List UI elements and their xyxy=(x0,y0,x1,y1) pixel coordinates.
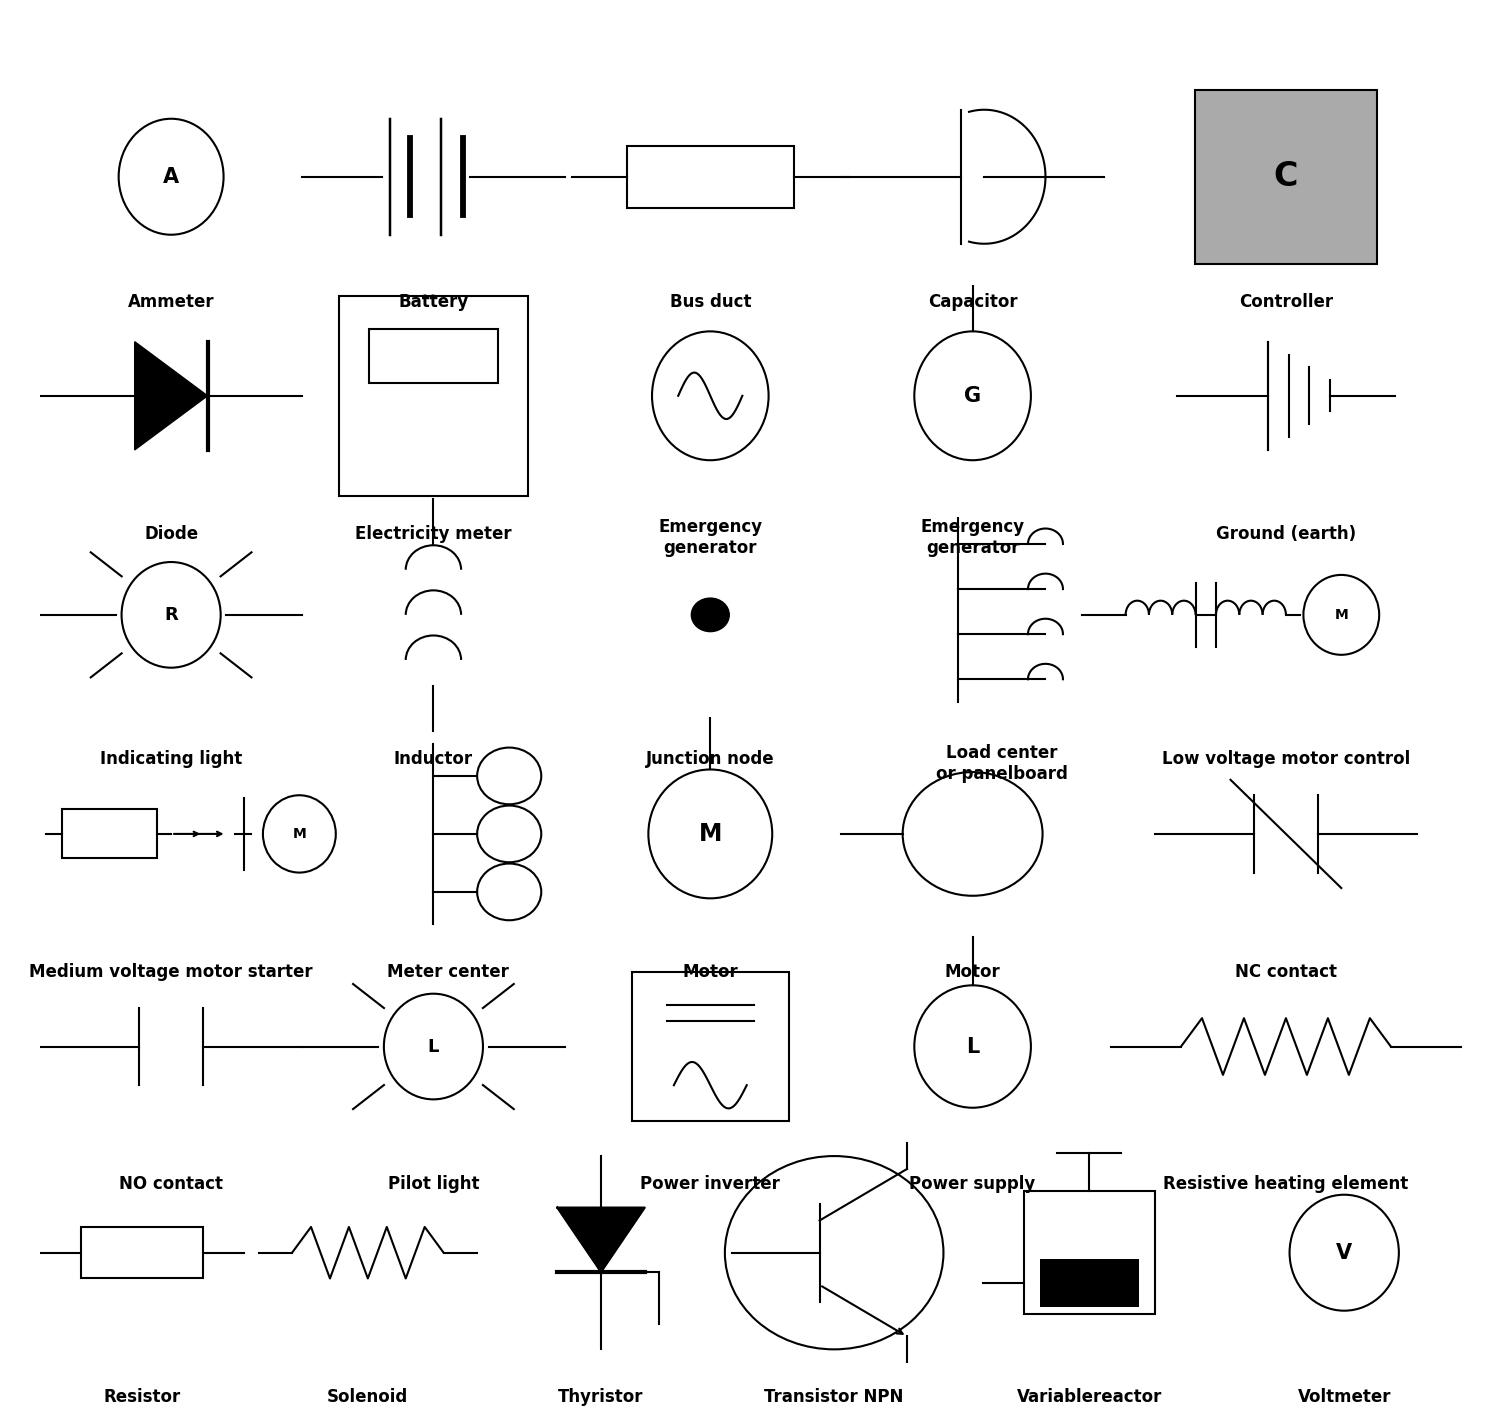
Text: Emergency
generator: Emergency generator xyxy=(921,518,1024,556)
Text: Power supply: Power supply xyxy=(909,1175,1035,1194)
Text: Motor: Motor xyxy=(945,963,1000,980)
Circle shape xyxy=(692,598,729,632)
Text: Junction node: Junction node xyxy=(646,750,774,768)
Bar xyxy=(1196,90,1377,263)
Text: G: G xyxy=(964,386,981,406)
Text: M: M xyxy=(699,822,721,845)
Text: Load center
or panelboard: Load center or panelboard xyxy=(936,744,1068,783)
Text: Transistor NPN: Transistor NPN xyxy=(765,1387,904,1406)
Text: Emergency
generator: Emergency generator xyxy=(658,518,762,556)
Bar xyxy=(62,810,156,858)
Text: Inductor: Inductor xyxy=(394,750,472,768)
Text: Medium voltage motor starter: Medium voltage motor starter xyxy=(30,963,314,980)
Text: M: M xyxy=(292,827,306,841)
Text: Electricity meter: Electricity meter xyxy=(356,525,512,542)
Text: A: A xyxy=(164,166,178,186)
Text: Battery: Battery xyxy=(399,293,468,310)
Bar xyxy=(369,329,498,383)
Text: Resistive heating element: Resistive heating element xyxy=(1164,1175,1408,1194)
Text: Low voltage motor control: Low voltage motor control xyxy=(1162,750,1410,768)
Text: Diode: Diode xyxy=(144,525,198,542)
Text: Power inverter: Power inverter xyxy=(640,1175,780,1194)
Bar xyxy=(1023,1191,1155,1313)
Polygon shape xyxy=(135,342,207,450)
Text: NC contact: NC contact xyxy=(1234,963,1336,980)
Text: Controller: Controller xyxy=(1239,293,1334,310)
Text: Ammeter: Ammeter xyxy=(128,293,214,310)
Text: Indicating light: Indicating light xyxy=(100,750,242,768)
Bar xyxy=(339,296,528,495)
Text: M: M xyxy=(1335,608,1348,622)
Text: Pilot light: Pilot light xyxy=(387,1175,478,1194)
Bar xyxy=(1040,1258,1138,1308)
Text: R: R xyxy=(164,606,178,623)
Text: Solenoid: Solenoid xyxy=(327,1387,408,1406)
Polygon shape xyxy=(558,1208,645,1272)
Text: C: C xyxy=(1274,161,1298,194)
Text: Variablereactor: Variablereactor xyxy=(1017,1387,1162,1406)
Text: Resistor: Resistor xyxy=(104,1387,180,1406)
Text: L: L xyxy=(427,1037,439,1056)
Text: Ground (earth): Ground (earth) xyxy=(1216,525,1356,542)
Text: L: L xyxy=(966,1036,980,1056)
Text: Capacitor: Capacitor xyxy=(928,293,1017,310)
Bar xyxy=(81,1227,203,1278)
Text: Bus duct: Bus duct xyxy=(669,293,752,310)
Text: Voltmeter: Voltmeter xyxy=(1298,1387,1390,1406)
Bar xyxy=(627,145,794,208)
Text: V: V xyxy=(1336,1242,1353,1262)
Text: Thyristor: Thyristor xyxy=(558,1387,644,1406)
Text: NO contact: NO contact xyxy=(118,1175,224,1194)
Text: Motor: Motor xyxy=(682,963,738,980)
Bar xyxy=(632,972,789,1121)
Text: Meter center: Meter center xyxy=(387,963,508,980)
